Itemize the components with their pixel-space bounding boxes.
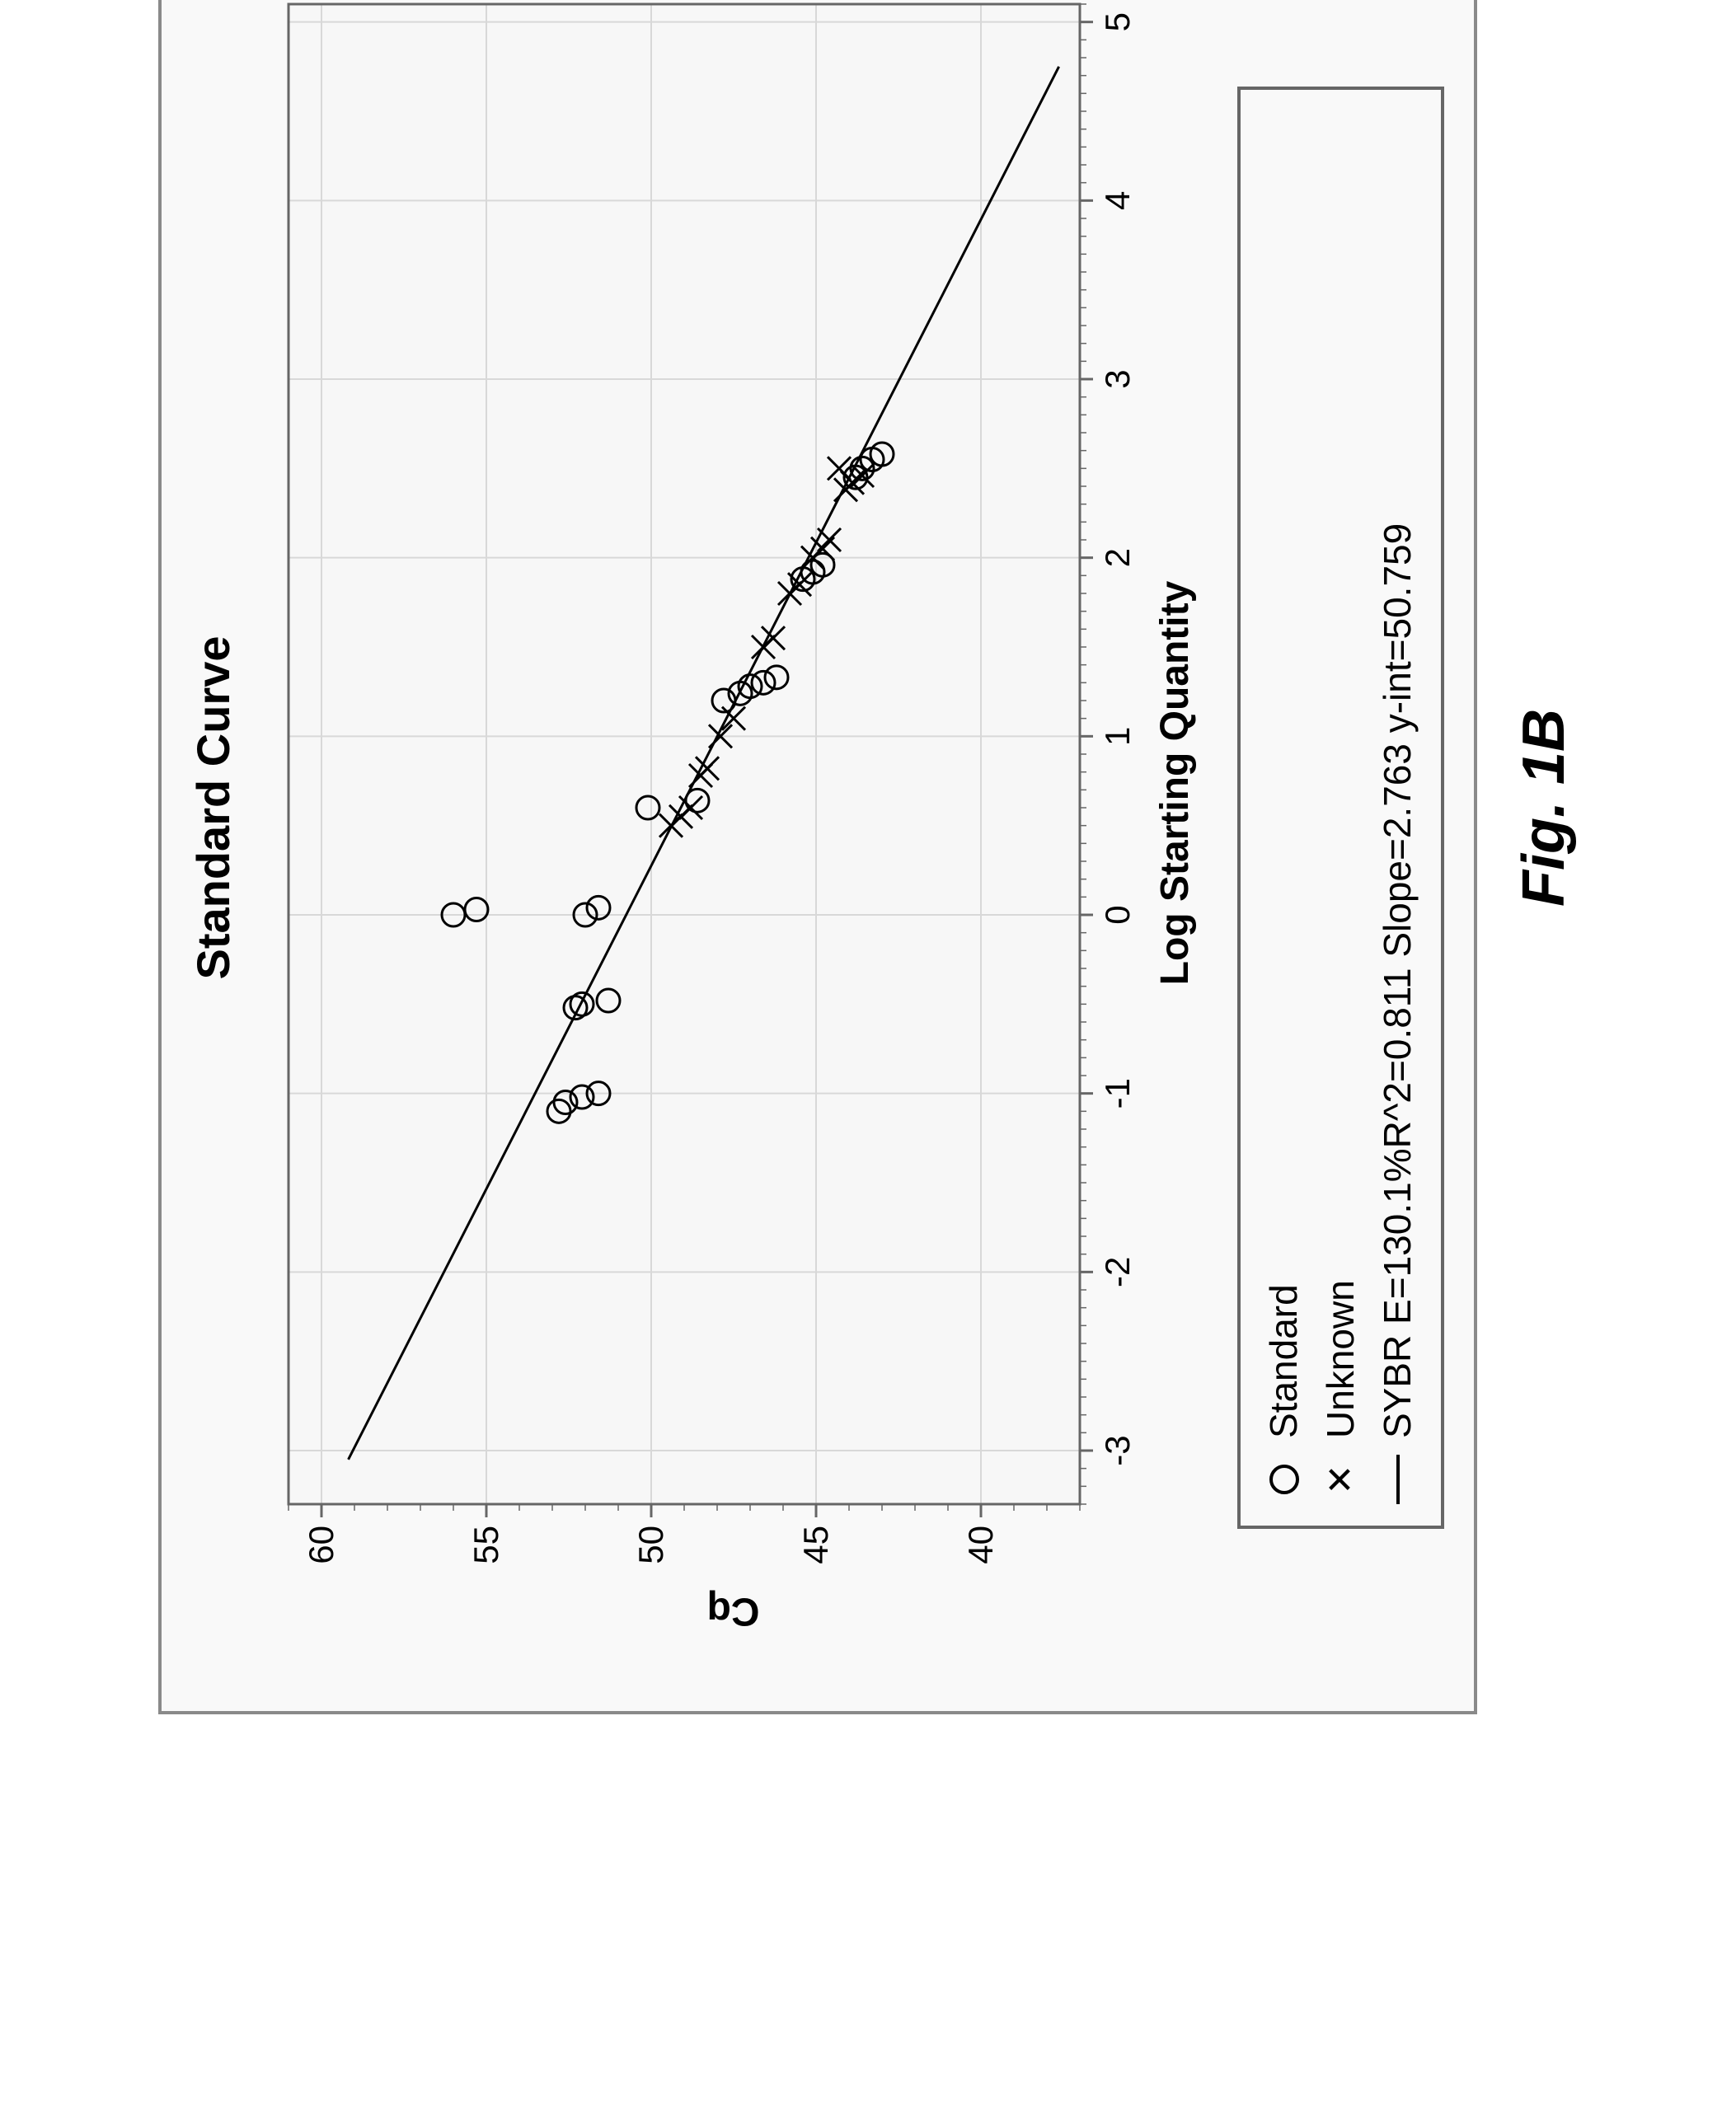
- svg-text:55: 55: [467, 1526, 505, 1564]
- figure-label: Fig. 1B: [1510, 709, 1578, 907]
- y-axis-label: Cq: [710, 1589, 759, 1634]
- circle-marker-icon: [1269, 1465, 1299, 1494]
- legend-standard: Standard: [1255, 111, 1312, 1504]
- svg-text:40: 40: [961, 1526, 1000, 1564]
- line-marker-icon: [1396, 1455, 1400, 1504]
- svg-text:60: 60: [302, 1526, 340, 1564]
- svg-text:-1: -1: [1098, 1078, 1137, 1109]
- legend: Standard ✕ Unknown SYBR E=130.1%R^2=0.81…: [1237, 87, 1444, 1529]
- svg-text:0: 0: [1098, 905, 1137, 924]
- svg-text:50: 50: [631, 1526, 670, 1564]
- x-axis-label: Log Starting Quantity: [1152, 581, 1198, 986]
- svg-text:5: 5: [1098, 12, 1137, 31]
- svg-text:-2: -2: [1098, 1257, 1137, 1287]
- svg-text:1: 1: [1098, 727, 1137, 746]
- svg-text:-3: -3: [1098, 1435, 1137, 1465]
- chart-title: Standard Curve: [186, 0, 240, 1695]
- svg-text:2: 2: [1098, 548, 1137, 567]
- legend-standard-label: Standard: [1255, 1284, 1312, 1438]
- svg-text:3: 3: [1098, 369, 1137, 388]
- scatter-plot: -3-2-10123454045505560: [272, 0, 1146, 1587]
- legend-unknown: ✕ Unknown: [1312, 111, 1369, 1504]
- svg-text:4: 4: [1098, 191, 1137, 210]
- chart-frame: Standard Curve Cq -3-2-10123454045505560…: [158, 0, 1477, 1714]
- plot-area: Cq -3-2-10123454045505560 Log Starting Q…: [248, 0, 1221, 1695]
- legend-sybr-label: SYBR E=130.1%R^2=0.811 Slope=2.763 y-int…: [1369, 523, 1426, 1438]
- legend-sybr: SYBR E=130.1%R^2=0.811 Slope=2.763 y-int…: [1369, 111, 1426, 1504]
- x-marker-icon: ✕: [1323, 1465, 1359, 1495]
- svg-text:45: 45: [796, 1526, 835, 1564]
- legend-unknown-label: Unknown: [1312, 1280, 1369, 1438]
